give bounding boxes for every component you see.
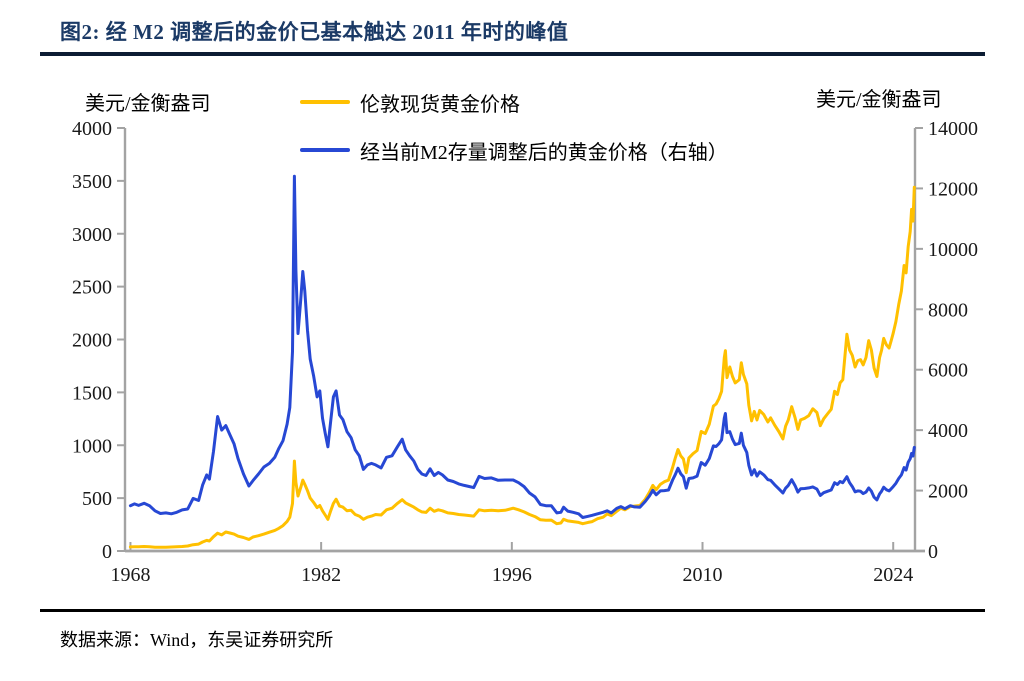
tick-labels-group: 0 500 1000 1500 2000 2500 3000 3500 4000 0 2000 400… — [72, 118, 978, 586]
svg-text:1500: 1500 — [72, 382, 112, 404]
svg-text:2010: 2010 — [683, 564, 723, 586]
svg-text:6000: 6000 — [928, 360, 968, 382]
svg-text:500: 500 — [82, 488, 112, 510]
legend-item-m2-adjusted-gold: 经当前M2存量调整后的黄金价格（右轴） — [300, 138, 728, 164]
data-source-text: 数据来源：Wind，东吴证券研究所 — [60, 630, 334, 650]
svg-text:2000: 2000 — [72, 330, 112, 352]
svg-text:4000: 4000 — [72, 118, 112, 140]
svg-text:2000: 2000 — [928, 481, 968, 503]
spot-gold-legend-label: 伦敦现货黄金价格 — [360, 93, 520, 116]
series-lines-group — [128, 174, 916, 549]
m2-adjusted-legend-label: 经当前M2存量调整后的黄金价格（右轴） — [360, 141, 728, 164]
svg-text:0: 0 — [102, 541, 112, 563]
svg-text:14000: 14000 — [928, 118, 978, 140]
svg-text:1996: 1996 — [492, 564, 532, 586]
figure-title: 图2: 经 M2 调整后的金价已基本触达 2011 年时的峰值 — [60, 20, 569, 44]
spot-gold-line-swatch — [300, 99, 350, 105]
chart-legend: 伦敦现货黄金价格 经当前M2存量调整后的黄金价格（右轴） — [300, 90, 728, 164]
title-divider-rule — [40, 52, 985, 56]
m2-adjusted-line-swatch — [300, 147, 350, 153]
tick-marks-group — [117, 127, 923, 552]
svg-text:2500: 2500 — [72, 277, 112, 299]
right-axis-unit-label: 美元/金衡盎司 — [816, 89, 942, 111]
svg-text:1000: 1000 — [72, 435, 112, 457]
svg-text:1982: 1982 — [301, 564, 341, 586]
svg-text:10000: 10000 — [928, 239, 978, 261]
svg-text:3000: 3000 — [72, 224, 112, 246]
svg-text:1968: 1968 — [110, 564, 150, 586]
footer-divider-rule — [40, 609, 985, 612]
svg-text:0: 0 — [928, 541, 938, 563]
svg-text:3500: 3500 — [72, 171, 112, 193]
svg-text:2024: 2024 — [873, 564, 913, 586]
legend-item-spot-gold: 伦敦现货黄金价格 — [300, 90, 728, 116]
svg-text:8000: 8000 — [928, 299, 968, 321]
left-axis-unit-label: 美元/金衡盎司 — [85, 93, 211, 115]
svg-text:12000: 12000 — [928, 178, 978, 200]
svg-text:4000: 4000 — [928, 420, 968, 442]
